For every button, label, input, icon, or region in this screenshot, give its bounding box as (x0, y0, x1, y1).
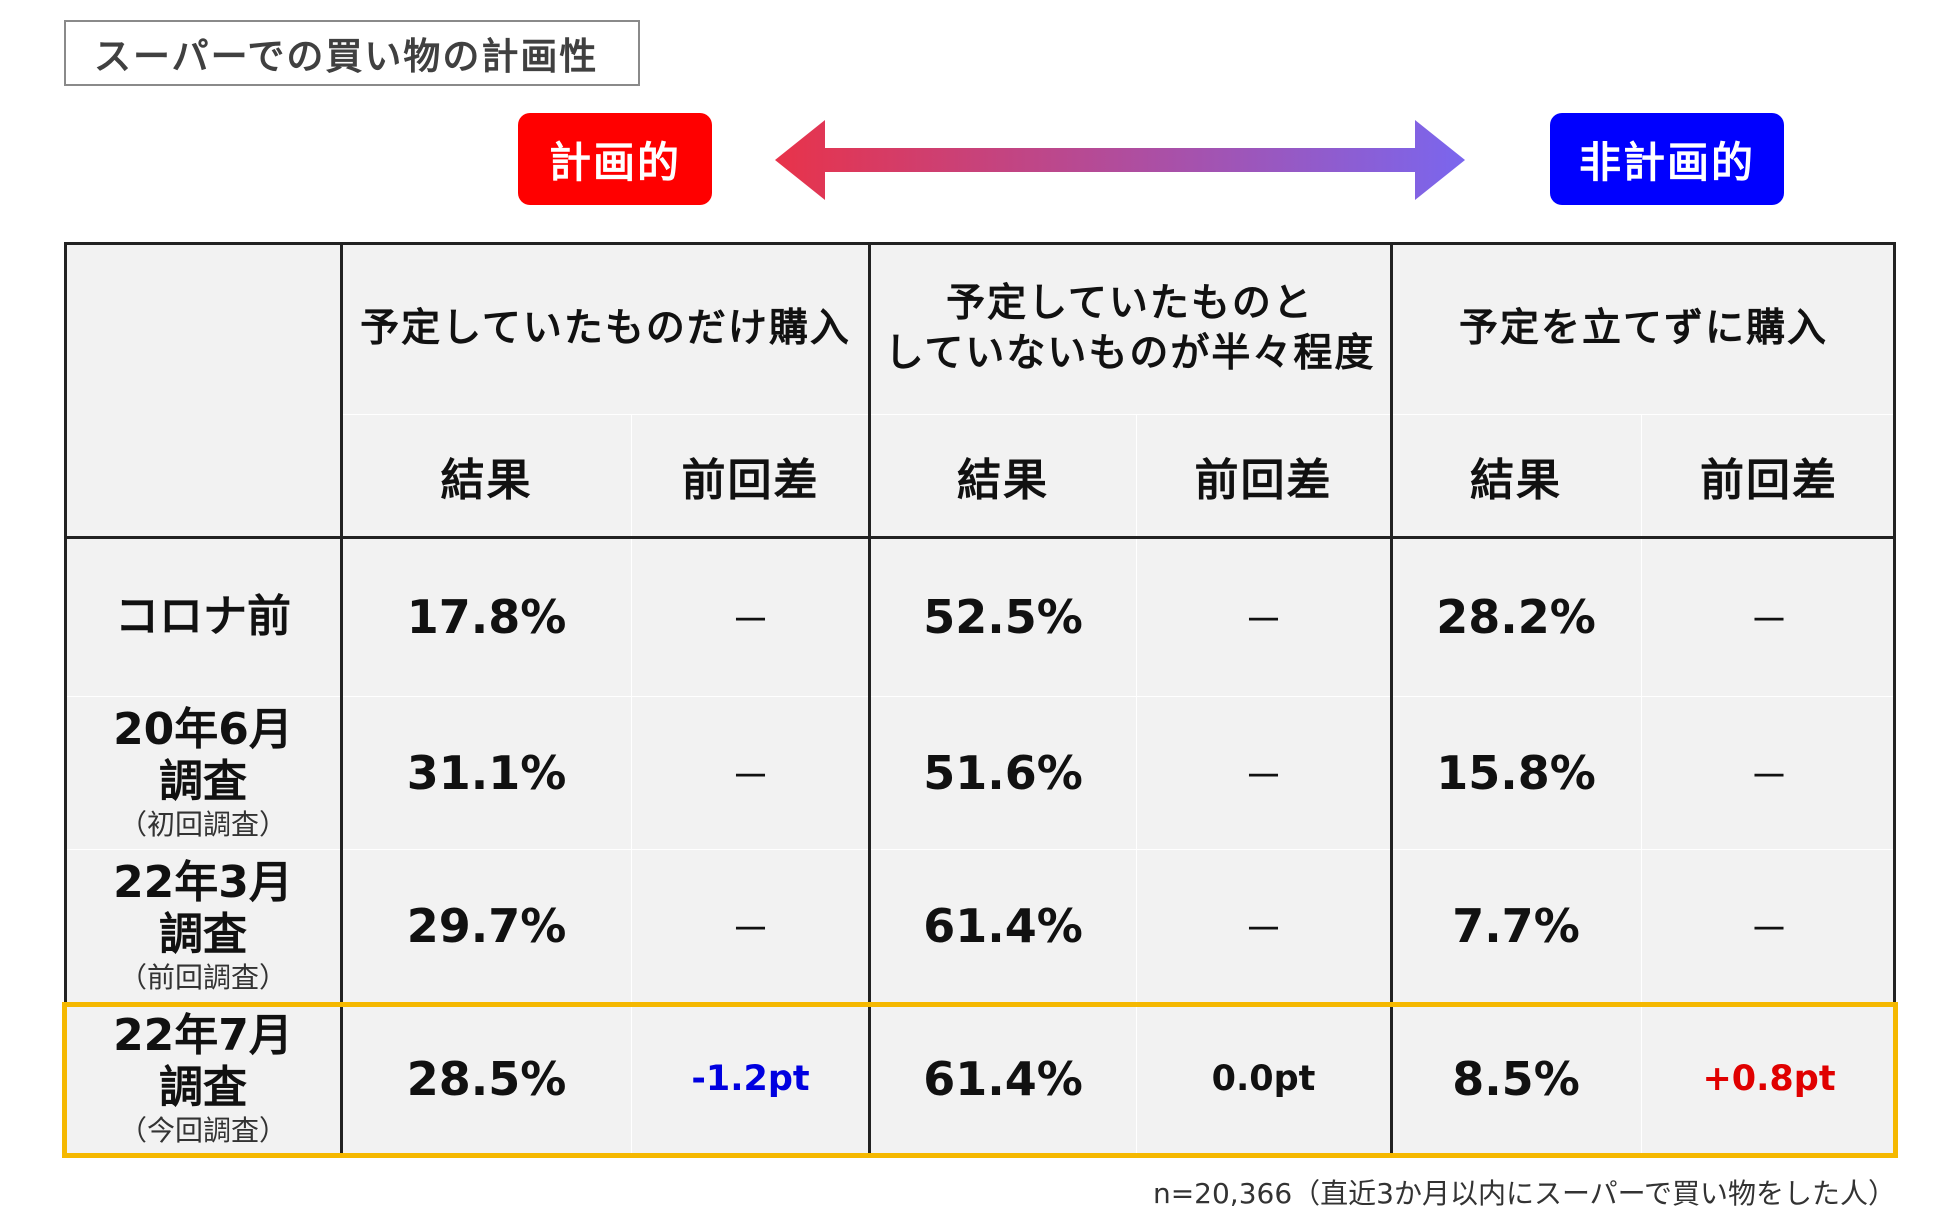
row-label: コロナ前 (64, 536, 342, 697)
row-label-line: 22年7月 (113, 1010, 293, 1062)
table-row: 22年3月 調査 （前回調査） 29.7% － 61.4% － 7.7% － (64, 848, 1898, 1003)
category-header: 予定していたものだけ購入 (341, 241, 870, 416)
chart-title: スーパーでの買い物の計画性 (64, 20, 640, 86)
diff-header: 前回差 (631, 414, 870, 538)
diff-header: 前回差 (1136, 414, 1391, 538)
row-sublabel: （今回調査） (118, 1114, 287, 1148)
row-label-line: 調査 (159, 1062, 247, 1114)
corner-cell (64, 242, 342, 538)
diff-value: － (1640, 536, 1898, 697)
results-table: 予定していたものだけ購入 予定していたものと していないものが半々程度 予定を立てずに… (64, 241, 1898, 1157)
row-label-line: 調査 (159, 909, 247, 961)
table-row: 20年6月 調査 （初回調査） 31.1% － 51.6% － 15.8% － (64, 695, 1898, 850)
result-value: 15.8% (1390, 695, 1642, 850)
result-value: 28.2% (1390, 536, 1642, 697)
result-value: 31.1% (341, 695, 632, 850)
result-value: 61.4% (869, 848, 1137, 1003)
diff-value: -1.2pt (631, 1001, 870, 1157)
double-arrow-icon (775, 120, 1465, 200)
table-row: コロナ前 17.8% － 52.5% － 28.2% － (64, 536, 1898, 697)
sample-size-note: n=20,366（直近3か月以内にスーパーで買い物をした人） (1152, 1177, 1896, 1210)
diff-value: － (1136, 536, 1391, 697)
row-label-line: コロナ前 (115, 590, 291, 642)
row-label-line: 20年6月 (113, 704, 293, 756)
row-label: 20年6月 調査 （初回調査） (64, 695, 342, 850)
result-value: 51.6% (869, 695, 1137, 850)
category-header-line: 予定していたものだけ購入 (360, 305, 851, 351)
result-value: 52.5% (869, 536, 1137, 697)
category-header: 予定を立てずに購入 (1389, 241, 1898, 416)
diff-value: － (1640, 848, 1898, 1003)
diff-value: － (1136, 848, 1391, 1003)
diff-value: － (631, 695, 870, 850)
diff-value: 0.0pt (1136, 1001, 1391, 1157)
row-label-line: 22年3月 (113, 857, 293, 909)
unplanned-label: 非計画的 (1550, 113, 1784, 205)
diff-header: 前回差 (1640, 414, 1898, 538)
table-row: 22年7月 調査 （今回調査） 28.5% -1.2pt 61.4% 0.0pt 8.5% +0… (64, 1001, 1898, 1157)
result-header: 結果 (1390, 414, 1642, 538)
result-value: 17.8% (341, 536, 632, 697)
result-value: 28.5% (341, 1001, 632, 1157)
diff-value: － (1640, 695, 1898, 850)
result-value: 29.7% (341, 848, 632, 1003)
result-header: 結果 (341, 414, 632, 538)
result-header: 結果 (869, 414, 1137, 538)
diff-value: +0.8pt (1640, 1001, 1898, 1157)
result-value: 7.7% (1390, 848, 1642, 1003)
result-value: 61.4% (869, 1001, 1137, 1157)
row-sublabel: （前回調査） (118, 961, 287, 995)
row-label: 22年7月 調査 （今回調査） (64, 1001, 342, 1157)
diff-value: － (631, 536, 870, 697)
category-header-row: 予定していたものだけ購入 予定していたものと していないものが半々程度 予定を立てずに… (64, 241, 1898, 538)
result-value: 8.5% (1390, 1001, 1642, 1157)
row-sublabel: （初回調査） (118, 808, 287, 842)
row-label-line: 調査 (159, 756, 247, 808)
diff-value: － (1136, 695, 1391, 850)
planned-label: 計画的 (518, 113, 712, 205)
category-header-line: 予定を立てずに購入 (1459, 305, 1829, 351)
row-label: 22年3月 調査 （前回調査） (64, 848, 342, 1003)
category-header: 予定していたものと していないものが半々程度 (869, 241, 1391, 416)
category-header-line: 予定していたものと (946, 280, 1314, 326)
category-header-line: していないものが半々程度 (884, 330, 1376, 376)
diff-value: － (631, 848, 870, 1003)
